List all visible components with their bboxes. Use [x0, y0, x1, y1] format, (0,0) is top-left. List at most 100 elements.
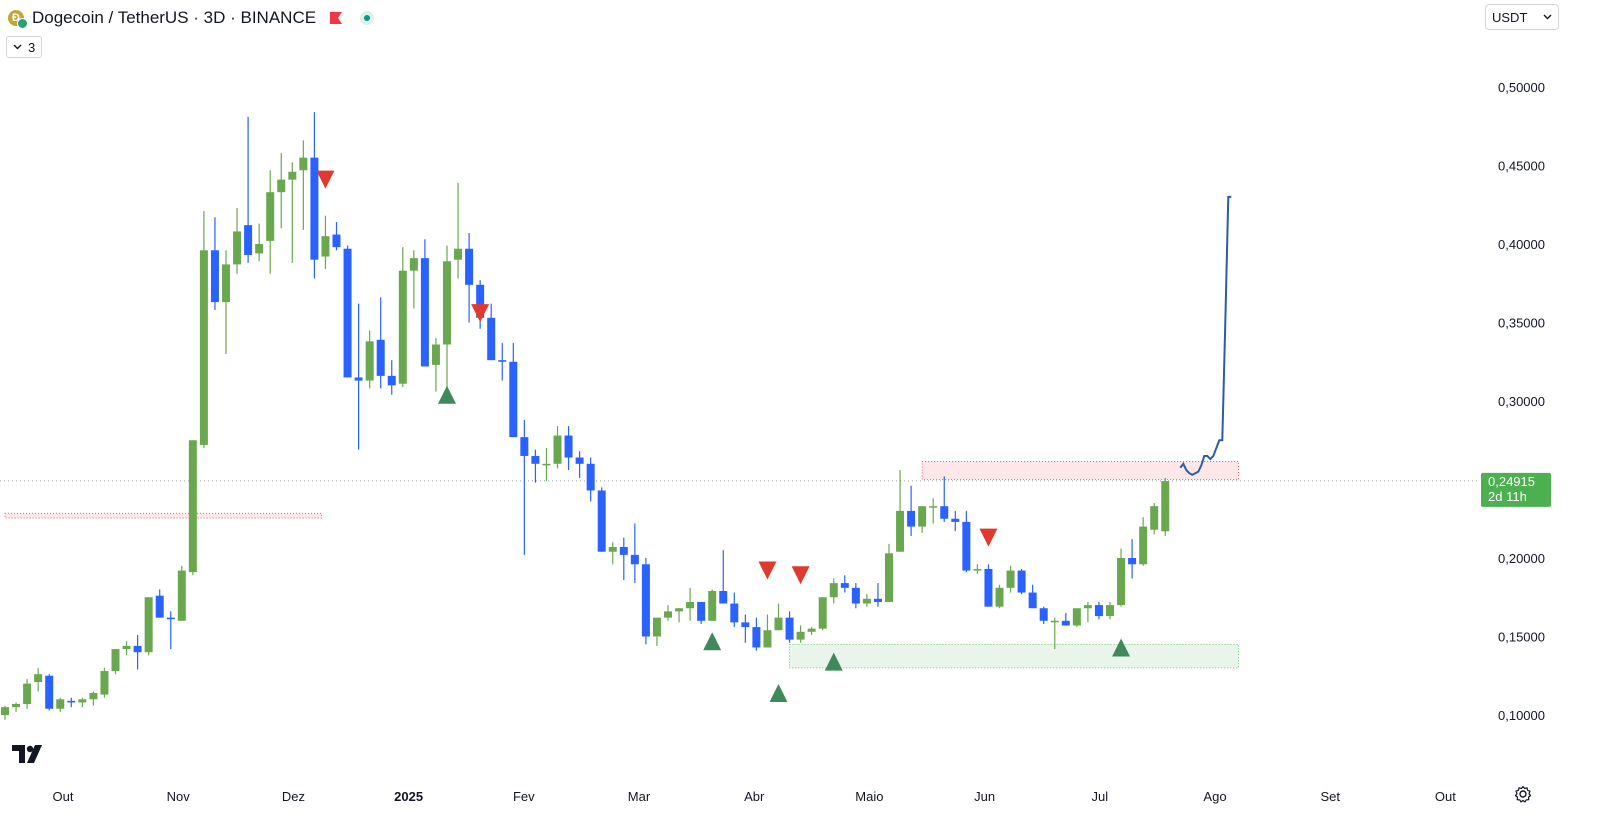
candle[interactable]: [1150, 503, 1159, 535]
candle[interactable]: [763, 614, 772, 648]
candle[interactable]: [199, 211, 208, 449]
candle[interactable]: [34, 667, 43, 692]
candle[interactable]: [343, 245, 352, 378]
candle[interactable]: [498, 342, 507, 381]
candle[interactable]: [885, 543, 893, 602]
candle[interactable]: [100, 667, 109, 698]
candle[interactable]: [89, 691, 98, 706]
candle[interactable]: [365, 330, 374, 389]
candle[interactable]: [78, 697, 87, 708]
candle[interactable]: [332, 222, 341, 251]
zone-support[interactable]: [789, 643, 1239, 669]
candle[interactable]: [697, 601, 706, 624]
candle[interactable]: [420, 239, 429, 367]
candle[interactable]: [984, 564, 993, 607]
candle[interactable]: [387, 360, 396, 395]
candle[interactable]: [67, 697, 76, 708]
zone-resistance[interactable]: [921, 461, 1240, 480]
candle[interactable]: [12, 702, 21, 712]
candle[interactable]: [321, 215, 330, 270]
candle[interactable]: [1017, 568, 1026, 595]
candle[interactable]: [288, 162, 297, 263]
candle[interactable]: [222, 250, 230, 354]
candle[interactable]: [907, 485, 916, 537]
candle[interactable]: [542, 448, 551, 482]
candle[interactable]: [597, 487, 606, 552]
candle[interactable]: [564, 426, 573, 471]
candle[interactable]: [785, 611, 794, 643]
candle[interactable]: [398, 247, 407, 387]
candle[interactable]: [23, 678, 32, 709]
candle[interactable]: [973, 564, 982, 574]
candle[interactable]: [465, 233, 474, 323]
candle[interactable]: [1, 705, 9, 720]
candle[interactable]: [940, 476, 949, 522]
candle[interactable]: [144, 597, 153, 656]
candle[interactable]: [1139, 517, 1148, 566]
candle[interactable]: [1061, 612, 1070, 626]
candle[interactable]: [575, 451, 584, 478]
tradingview-logo-icon[interactable]: [12, 745, 46, 763]
candle[interactable]: [244, 116, 253, 263]
candle[interactable]: [1083, 601, 1092, 623]
symbol-title[interactable]: Dogecoin / TetherUS · 3D · BINANCE: [32, 8, 317, 27]
candle[interactable]: [1028, 584, 1037, 609]
candle[interactable]: [652, 617, 661, 646]
candle[interactable]: [487, 303, 496, 361]
candle[interactable]: [829, 578, 838, 604]
candle[interactable]: [509, 342, 518, 438]
candle[interactable]: [929, 498, 938, 524]
candle[interactable]: [133, 634, 142, 670]
gear-icon[interactable]: [1514, 785, 1532, 803]
candle[interactable]: [155, 589, 164, 618]
candle[interactable]: [122, 641, 131, 656]
candle[interactable]: [177, 565, 186, 621]
indicator-toggle-button[interactable]: 3: [6, 36, 43, 58]
candle[interactable]: [255, 223, 264, 262]
candle[interactable]: [1117, 548, 1126, 607]
candle[interactable]: [210, 217, 219, 310]
candle[interactable]: [520, 419, 529, 555]
candle[interactable]: [354, 303, 363, 450]
candle[interactable]: [266, 170, 275, 274]
candle[interactable]: [277, 152, 286, 229]
candle[interactable]: [896, 470, 905, 552]
candle[interactable]: [376, 297, 385, 389]
candle[interactable]: [741, 614, 750, 643]
candle[interactable]: [443, 245, 451, 392]
candle[interactable]: [233, 207, 242, 274]
candle[interactable]: [431, 338, 440, 392]
candle[interactable]: [188, 440, 197, 576]
candle[interactable]: [796, 625, 805, 643]
candle[interactable]: [56, 697, 65, 712]
candle[interactable]: [1128, 539, 1137, 579]
candle[interactable]: [454, 182, 463, 279]
candle[interactable]: [166, 611, 175, 650]
candle[interactable]: [608, 542, 617, 565]
candle[interactable]: [1050, 617, 1059, 650]
candle[interactable]: [1094, 601, 1103, 620]
candle[interactable]: [873, 583, 882, 607]
candle[interactable]: [818, 597, 827, 631]
candle[interactable]: [840, 575, 849, 593]
candle[interactable]: [553, 426, 562, 469]
candle[interactable]: [774, 603, 783, 631]
candle[interactable]: [951, 510, 960, 532]
candle[interactable]: [1006, 565, 1015, 593]
candle[interactable]: [586, 457, 595, 502]
candle[interactable]: [1161, 477, 1170, 537]
candle[interactable]: [641, 558, 650, 645]
candle[interactable]: [730, 592, 739, 628]
candle[interactable]: [45, 674, 54, 711]
candle[interactable]: [531, 449, 540, 483]
zone-resistance-old[interactable]: [4, 512, 322, 519]
candle[interactable]: [995, 584, 1004, 609]
candle[interactable]: [851, 583, 860, 609]
candle[interactable]: [1039, 606, 1048, 624]
candle[interactable]: [630, 523, 639, 584]
candle[interactable]: [719, 550, 728, 604]
candle[interactable]: [1072, 608, 1081, 628]
candle[interactable]: [708, 589, 717, 621]
candle[interactable]: [862, 594, 871, 607]
candle[interactable]: [918, 506, 927, 533]
